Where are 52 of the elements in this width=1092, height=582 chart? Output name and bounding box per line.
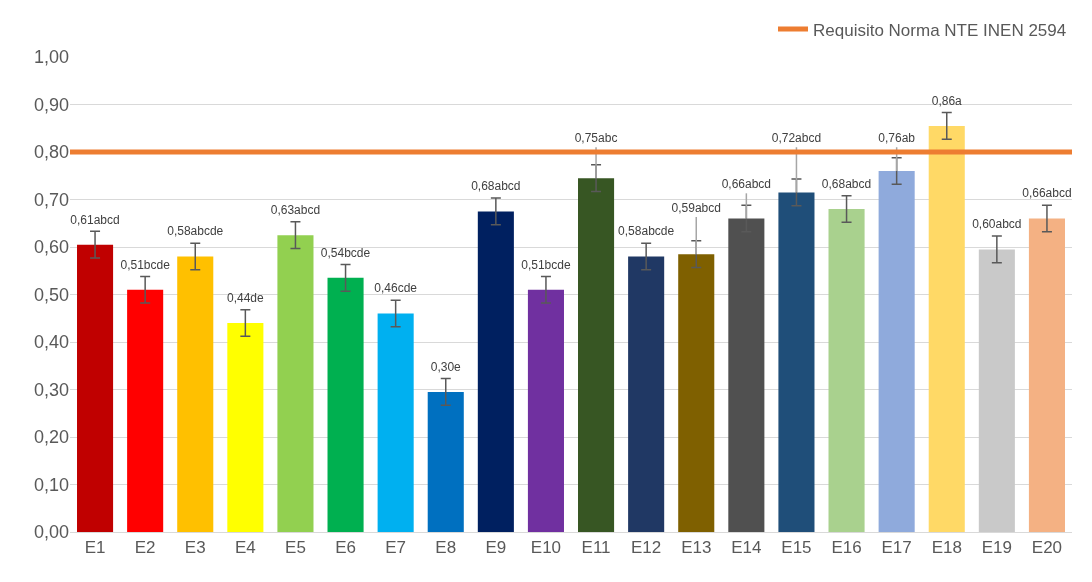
y-tick-label: 0,80 [33,142,69,163]
x-tick-label: E15 [781,538,812,558]
y-tick-label: 0,60 [33,237,69,258]
x-tick-label: E12 [631,538,662,558]
x-tick-label: E18 [931,538,962,558]
data-label: 0,58abcde [167,224,224,239]
y-tick-label: 0,30 [33,379,69,400]
data-label: 0,59abcd [671,200,721,215]
legend-label: Requisito Norma NTE INEN 2594 [813,20,1067,40]
y-tick-label: 1,00 [33,47,69,68]
data-label: 0,51bcde [521,257,571,272]
data-label: 0,86a [931,93,963,108]
data-label: 0,44de [227,290,265,305]
data-label: 0,46cde [374,281,418,296]
x-tick-label: E10 [530,538,562,558]
y-tick-label: 0,90 [33,94,69,115]
x-tick-label: E20 [1031,538,1063,558]
y-tick-label: 0,40 [33,332,69,353]
x-tick-label: E1 [84,538,106,558]
data-label: 0,68abcd [471,179,521,194]
x-tick-label: E13 [681,538,712,558]
data-label: 0,60abcd [972,217,1022,232]
x-tick-label: E8 [435,538,457,558]
data-label: 0,75abc [574,130,618,145]
x-tick-label: E17 [881,538,912,558]
x-tick-label: E2 [134,538,156,558]
data-label: 0,51bcde [120,257,171,272]
x-tick-label: E14 [731,538,762,558]
y-tick-label: 0,70 [33,189,69,210]
y-tick-label: 0,20 [33,427,69,448]
data-label: 0,30e [430,359,462,374]
x-tick-label: E3 [184,538,206,558]
y-tick-label: 0,10 [33,474,69,495]
x-tick-label: E7 [385,538,407,558]
x-tick-label: E5 [285,538,306,558]
x-tick-label: E19 [981,538,1012,558]
data-label: 0,54bcde [320,245,371,260]
x-tick-label: E4 [234,538,256,558]
data-label: 0,68abcd [821,176,872,191]
y-tick-label: 0,50 [33,284,69,305]
data-label: 0,63abcd [270,203,321,218]
data-label: 0,66abcd [1022,186,1072,201]
x-tick-label: E11 [581,538,611,558]
x-tick-label: E9 [485,538,507,558]
x-tick-label: E16 [831,538,862,558]
data-label: 0,61abcd [70,212,120,227]
data-label: 0,66abcd [721,176,772,191]
data-label: 0,76ab [878,130,916,145]
data-label: 0,58abcde [618,224,675,239]
data-label: 0,72abcd [771,130,822,145]
y-tick-label: 0,00 [33,522,69,543]
x-tick-label: E6 [335,538,356,558]
